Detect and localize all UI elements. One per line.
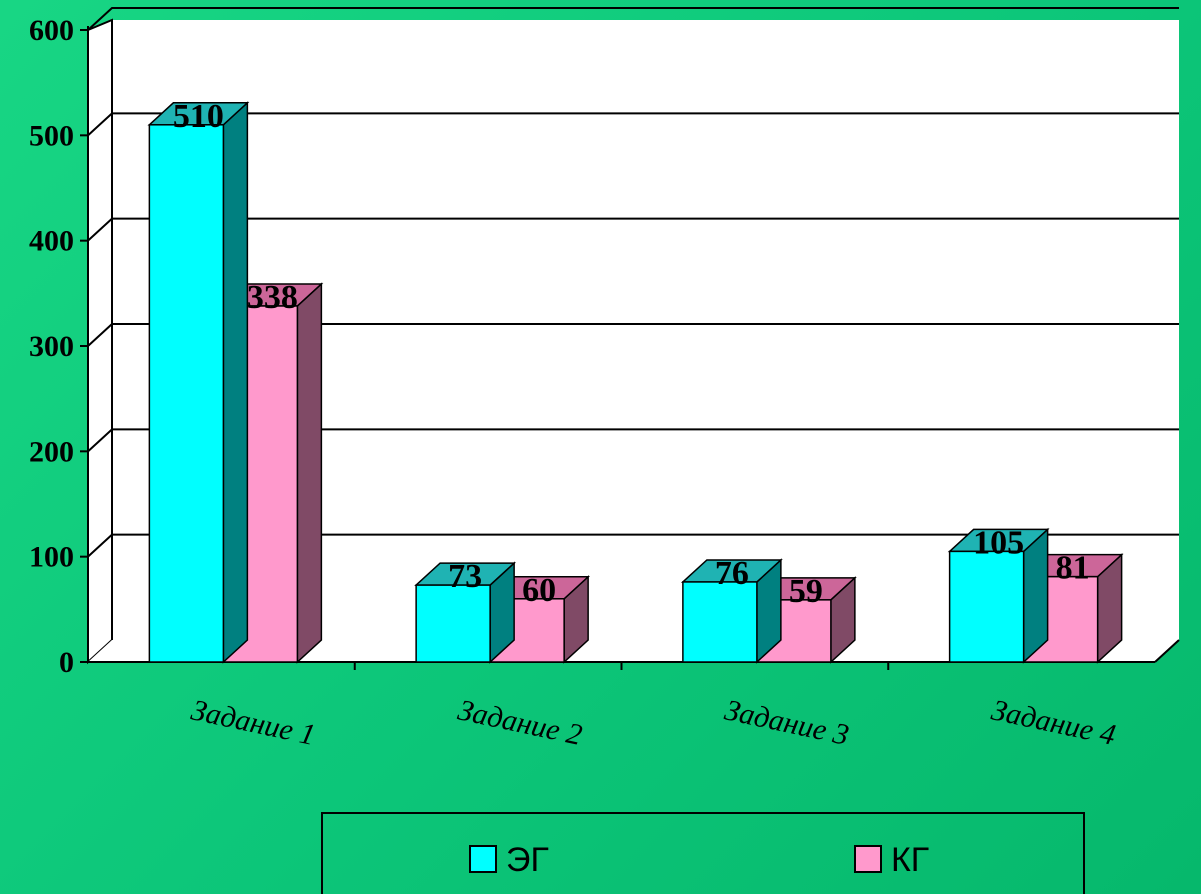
- gridline: [87, 533, 1179, 558]
- legend-swatch: [854, 845, 882, 873]
- y-tick-label: 400: [29, 225, 74, 258]
- legend-label: ЭГ: [506, 841, 549, 879]
- gridline: [87, 7, 1179, 31]
- bar-side: [222, 101, 249, 664]
- bar-side: [1022, 527, 1049, 664]
- x-category-label: Задание 4: [989, 693, 1119, 751]
- bar-ЭГ-3: [680, 558, 783, 664]
- data-label: 60: [522, 572, 556, 609]
- bar-ЭГ-2: [414, 561, 517, 664]
- y-tick-label: 100: [29, 541, 74, 574]
- x-axis-depth-line: [1154, 639, 1180, 663]
- legend-item-КГ: КГ: [854, 841, 929, 879]
- chart-back-wall: [112, 20, 1179, 640]
- legend-swatch: [469, 845, 497, 873]
- data-label: 338: [247, 279, 298, 316]
- legend-item-ЭГ: ЭГ: [469, 841, 549, 879]
- bar-side: [296, 282, 323, 664]
- gridline: [87, 217, 1179, 242]
- bar-front: [148, 124, 225, 663]
- legend-label: КГ: [891, 841, 929, 879]
- bar-front: [948, 550, 1025, 663]
- legend-box: [321, 812, 1085, 894]
- data-label: 73: [448, 558, 482, 595]
- y-tick-label: 600: [29, 14, 74, 47]
- data-label: 76: [715, 555, 749, 592]
- x-category-label: Задание 3: [722, 693, 852, 751]
- gridline: [87, 323, 1179, 347]
- y-tick-label: 300: [29, 330, 74, 363]
- data-label: 81: [1056, 550, 1090, 587]
- data-label: 59: [789, 573, 823, 610]
- bar-ЭГ-1: [147, 101, 250, 664]
- bar-front: [415, 584, 491, 663]
- y-tick-label: 0: [59, 646, 74, 679]
- data-label: 105: [973, 524, 1024, 561]
- data-label: 510: [173, 98, 224, 135]
- chart-floor: [88, 640, 1179, 662]
- bar-ЭГ-4: [947, 527, 1050, 664]
- legend: ЭГ КГ: [321, 812, 1085, 894]
- y-tick-label: 500: [29, 119, 74, 152]
- x-category-label: Задание 1: [188, 693, 318, 751]
- gridline: [87, 112, 1179, 137]
- y-tick-label: 200: [29, 435, 74, 468]
- gridline: [87, 428, 1179, 453]
- x-category-label: Задание 2: [455, 693, 585, 751]
- bar-front: [682, 581, 758, 663]
